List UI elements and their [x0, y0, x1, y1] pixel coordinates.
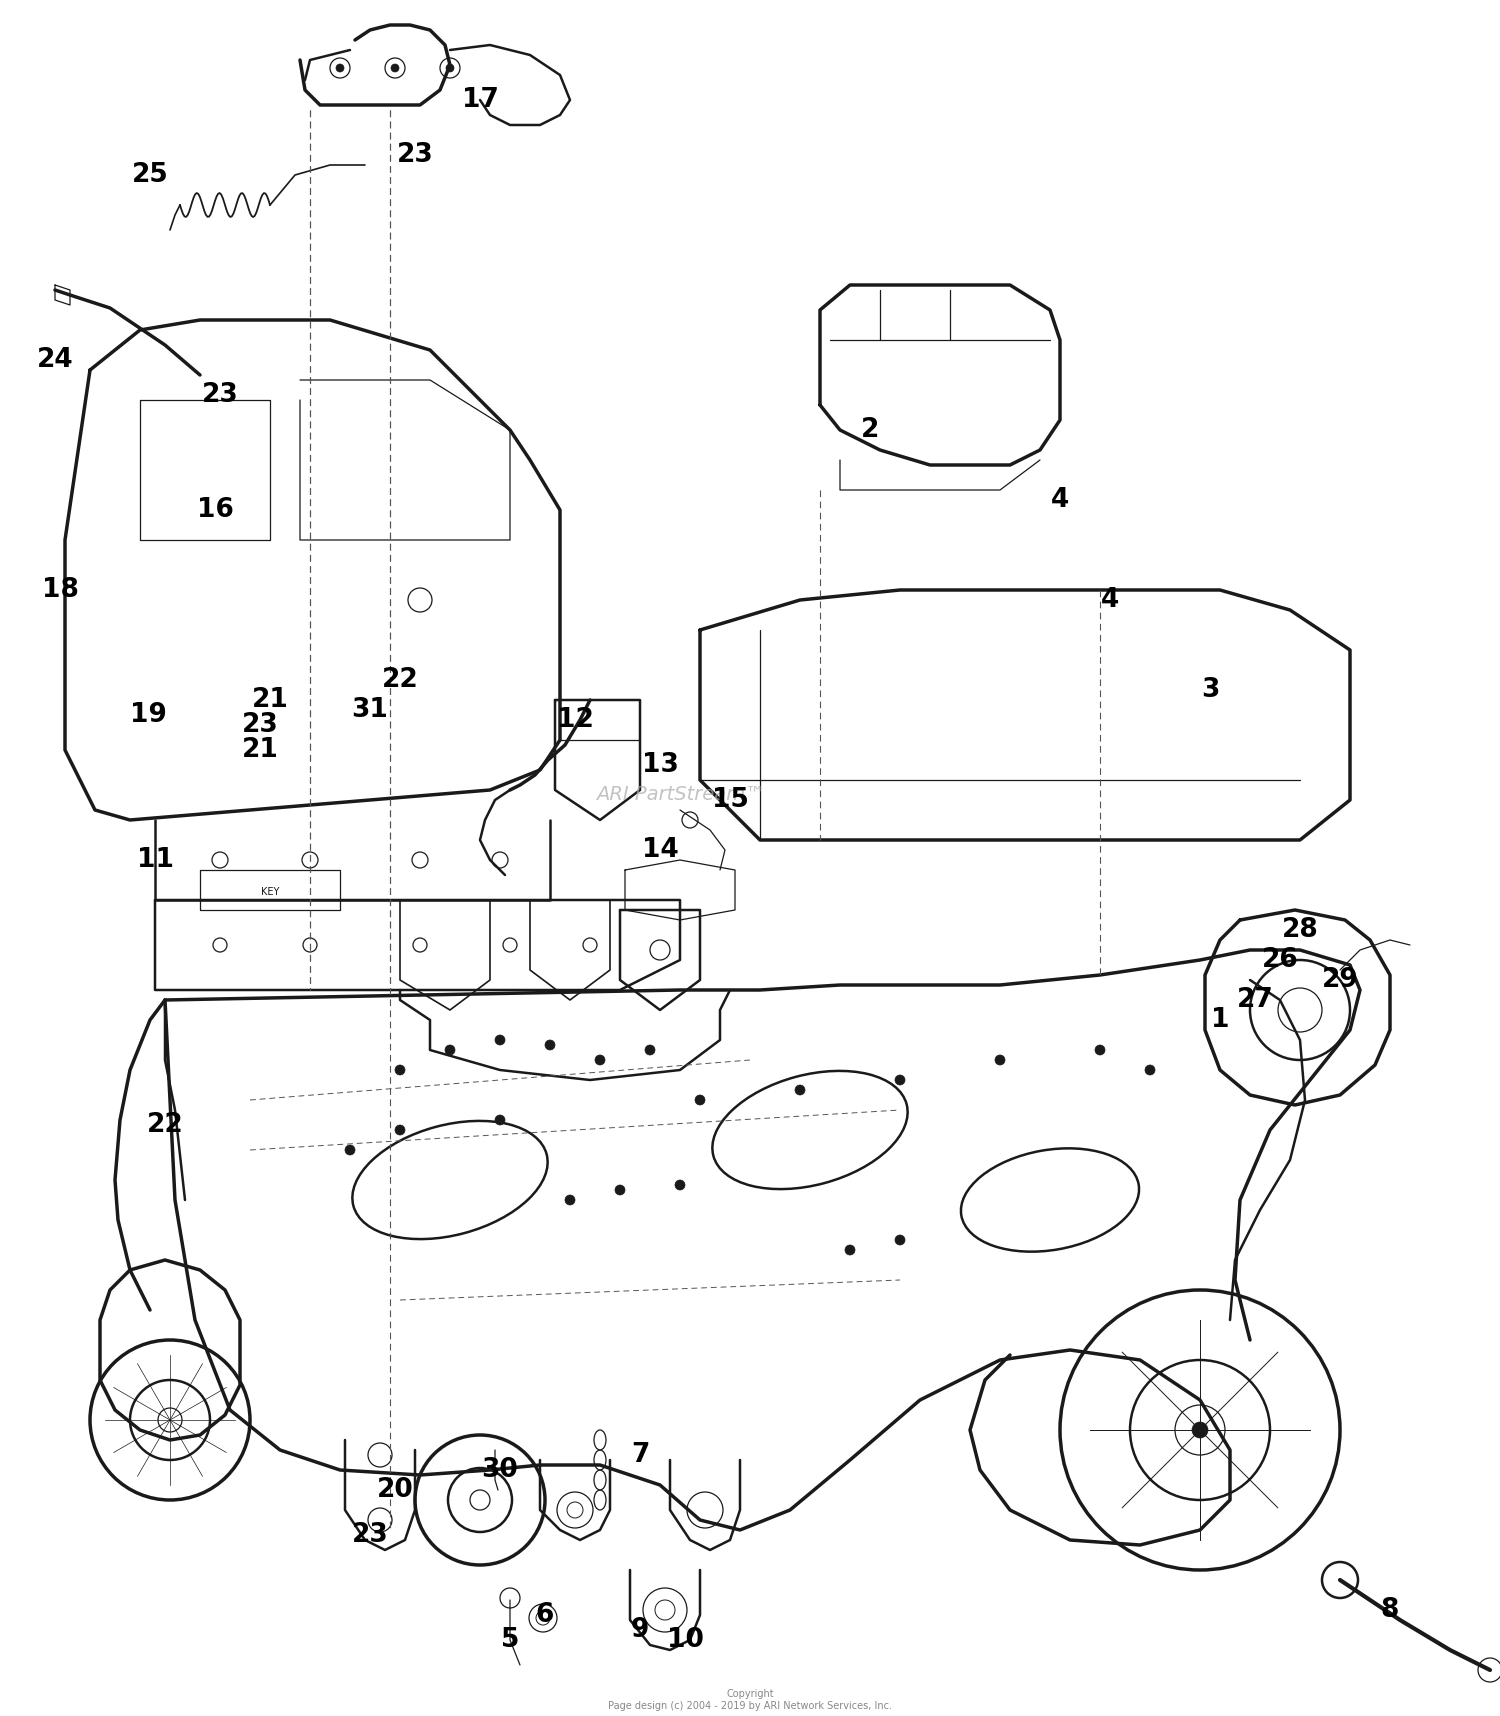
- Text: 1: 1: [1210, 1007, 1230, 1033]
- Circle shape: [303, 939, 316, 952]
- Circle shape: [675, 1181, 686, 1189]
- Text: 4: 4: [1052, 487, 1070, 513]
- Circle shape: [492, 853, 508, 868]
- Text: 21: 21: [252, 686, 288, 714]
- Text: 13: 13: [642, 752, 678, 777]
- Text: 12: 12: [556, 707, 594, 733]
- Circle shape: [495, 1035, 506, 1045]
- Circle shape: [394, 1126, 405, 1134]
- Text: 25: 25: [132, 161, 168, 189]
- Circle shape: [503, 939, 518, 952]
- Text: 22: 22: [381, 668, 419, 693]
- Text: 23: 23: [396, 142, 433, 168]
- Text: 18: 18: [42, 577, 78, 602]
- Circle shape: [446, 1045, 454, 1055]
- Circle shape: [795, 1085, 806, 1095]
- Text: KEY: KEY: [261, 887, 279, 897]
- Text: 23: 23: [351, 1522, 388, 1548]
- Circle shape: [694, 1095, 705, 1105]
- Circle shape: [336, 63, 344, 72]
- Circle shape: [584, 939, 597, 952]
- Text: 23: 23: [242, 712, 279, 738]
- Text: 24: 24: [36, 347, 74, 372]
- Text: 28: 28: [1281, 916, 1318, 944]
- Circle shape: [446, 63, 454, 72]
- Text: 21: 21: [242, 736, 279, 764]
- Text: 26: 26: [1262, 947, 1299, 973]
- Circle shape: [213, 939, 226, 952]
- Circle shape: [1192, 1423, 1208, 1438]
- Circle shape: [392, 63, 399, 72]
- Circle shape: [596, 1055, 604, 1066]
- Text: 5: 5: [501, 1627, 519, 1653]
- Text: 11: 11: [136, 848, 174, 873]
- Text: 30: 30: [482, 1457, 519, 1483]
- Text: 22: 22: [147, 1112, 183, 1138]
- Text: 9: 9: [632, 1616, 650, 1642]
- Circle shape: [896, 1236, 904, 1246]
- Text: 15: 15: [711, 788, 748, 813]
- Text: 6: 6: [536, 1603, 554, 1628]
- Text: 7: 7: [632, 1441, 650, 1467]
- Text: 27: 27: [1236, 987, 1274, 1012]
- Circle shape: [394, 1066, 405, 1074]
- Circle shape: [994, 1055, 1005, 1066]
- Circle shape: [1095, 1045, 1106, 1055]
- Text: 16: 16: [196, 498, 234, 523]
- Text: 17: 17: [462, 88, 498, 113]
- Circle shape: [345, 1145, 355, 1155]
- Text: 19: 19: [129, 702, 166, 728]
- Circle shape: [615, 1186, 626, 1194]
- Text: 14: 14: [642, 837, 678, 863]
- Text: 2: 2: [861, 417, 879, 443]
- Circle shape: [413, 853, 428, 868]
- Circle shape: [844, 1246, 855, 1254]
- Text: 3: 3: [1202, 678, 1219, 704]
- Text: ARI PartStream™: ARI PartStream™: [596, 786, 765, 805]
- Text: Copyright
Page design (c) 2004 - 2019 by ARI Network Services, Inc.: Copyright Page design (c) 2004 - 2019 by…: [608, 1689, 892, 1711]
- Circle shape: [302, 853, 318, 868]
- Text: 10: 10: [666, 1627, 704, 1653]
- Text: 20: 20: [376, 1477, 414, 1503]
- Text: 4: 4: [1101, 587, 1119, 613]
- Circle shape: [645, 1045, 656, 1055]
- Text: 23: 23: [201, 383, 238, 408]
- Text: 31: 31: [351, 697, 388, 722]
- Circle shape: [211, 853, 228, 868]
- Circle shape: [413, 939, 428, 952]
- Circle shape: [896, 1074, 904, 1085]
- Circle shape: [1144, 1066, 1155, 1074]
- Circle shape: [566, 1194, 574, 1205]
- Text: 29: 29: [1322, 968, 1359, 994]
- Circle shape: [495, 1115, 506, 1126]
- Text: 8: 8: [1382, 1598, 1400, 1623]
- Circle shape: [544, 1040, 555, 1050]
